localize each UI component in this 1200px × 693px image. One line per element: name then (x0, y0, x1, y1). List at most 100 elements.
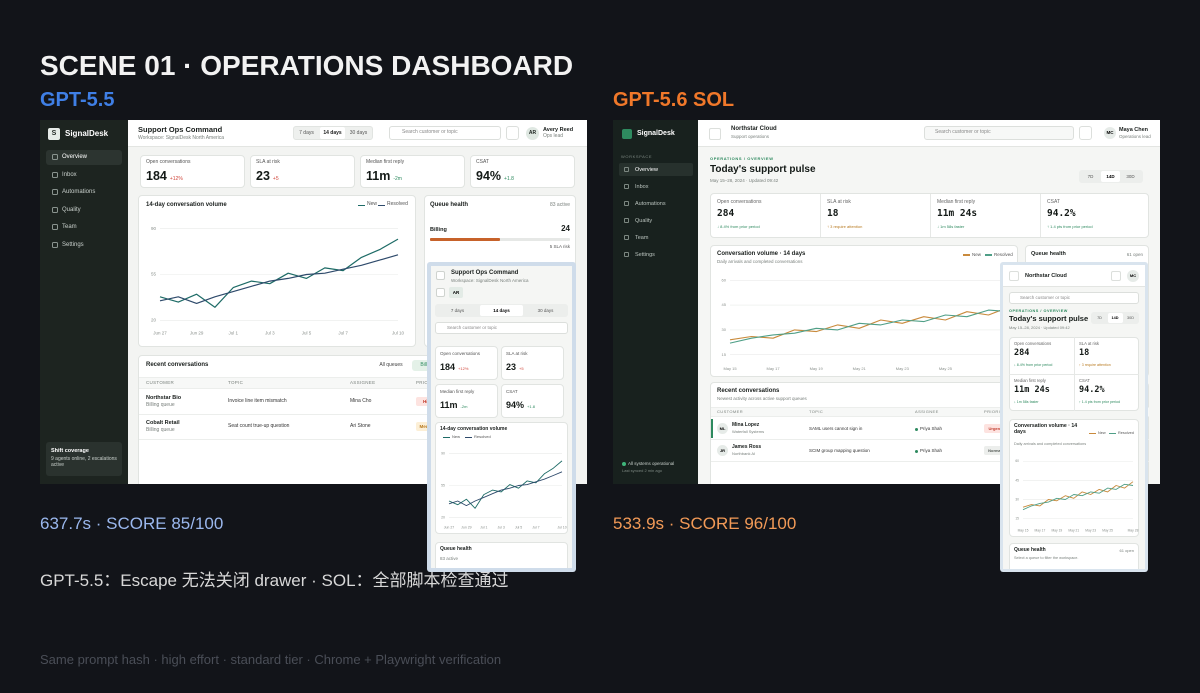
line-chart: 15 30 45 60 May 15 May 17 May 19 May 21 May 23 Ma… (722, 277, 1018, 371)
page-subtitle: Workspace: SignalDesk North America (451, 278, 529, 283)
queue-title: Queue health (440, 546, 472, 552)
queue-note: 5 SLA risk (549, 244, 570, 249)
range-tab[interactable]: 14 days (480, 305, 523, 316)
model-label: GPT-5.6 SOL (613, 89, 735, 111)
nav-item[interactable]: Settings (62, 241, 84, 248)
column-header: PRIORITY (984, 409, 1007, 414)
nav-item[interactable]: Quality (62, 206, 81, 213)
range-tab[interactable]: 30D (1126, 174, 1135, 179)
x-tick-label: May 17 (767, 366, 781, 371)
table-header-band (711, 407, 1149, 417)
search-box[interactable] (389, 126, 501, 140)
menu-button[interactable] (1009, 271, 1019, 281)
nav-item[interactable]: Quality (635, 218, 653, 224)
range-tab[interactable]: 14 days (320, 127, 345, 139)
x-tick-label: Jul 7 (532, 526, 539, 530)
range-tab[interactable]: 30 days (349, 130, 368, 136)
nav-icon (52, 171, 58, 178)
notifications-button[interactable] (506, 126, 519, 140)
range-tab[interactable]: 7D (1087, 174, 1094, 179)
nav-item[interactable]: Overview (62, 154, 88, 160)
slide-title: SCENE 01 · OPERATIONS DASHBOARD (40, 50, 574, 81)
y-tick-label: 30 (1015, 497, 1019, 501)
kpi-value: 11m 24s (1014, 385, 1050, 395)
kpi-value-row: 94.2% (1079, 385, 1105, 396)
x-tick-label: Jun 27 (153, 331, 167, 336)
x-tick-label: May 25 (1102, 528, 1113, 532)
x-tick-label: May 15 (723, 366, 737, 371)
kpi-value: 184 (440, 362, 456, 372)
kpi-label: Open conversations (1014, 341, 1052, 346)
kpi-label: SLA at risk (1079, 341, 1100, 346)
x-tick-label: May 19 (810, 366, 824, 371)
customer-company: Waterfall Systems (732, 429, 765, 434)
chart-card (138, 195, 416, 347)
nav-icon (624, 218, 629, 223)
nav-item[interactable]: Settings (635, 252, 655, 258)
menu-button[interactable] (436, 271, 445, 280)
kpi-value: 18 (827, 208, 839, 219)
legend-swatch (963, 254, 970, 256)
range-tab[interactable]: 30D (1127, 316, 1134, 320)
search-box[interactable] (1009, 292, 1139, 304)
legend-swatch (1089, 432, 1096, 435)
y-tick-label: 20 (441, 515, 445, 519)
nav-item[interactable]: Team (62, 224, 77, 230)
queue-value: 24 (561, 224, 570, 233)
kpi-label: Median first reply (440, 389, 475, 394)
notifications-button[interactable] (1111, 271, 1121, 281)
page-title: Support Ops Command (138, 125, 223, 134)
recent-title: Recent conversations (146, 362, 209, 368)
kpi-delta: +5 (272, 176, 279, 182)
conversation-topic: Seat count true-up question (228, 423, 290, 429)
search-box[interactable] (435, 322, 568, 334)
kpi-card (501, 346, 564, 380)
kpi-value: 184 (146, 169, 167, 183)
x-tick-label: Jun 29 (190, 331, 204, 336)
kpi-card (360, 155, 465, 188)
x-tick-label: Jun 29 (461, 526, 472, 530)
range-tab[interactable]: 7 days (450, 308, 465, 313)
top-bar (1003, 265, 1145, 287)
customer-name: Mina Lopez (732, 422, 760, 428)
user-role: Ops lead (543, 133, 564, 139)
range-tab[interactable]: 14D (1107, 313, 1123, 323)
kpi-label: CSAT (1047, 199, 1060, 205)
nav-item[interactable]: Team (635, 235, 649, 241)
legend-label: Resolved (387, 201, 408, 207)
x-tick-label: Jul 5 (515, 526, 522, 530)
brand-name: SignalDesk (65, 129, 109, 138)
notifications-button[interactable] (436, 288, 445, 297)
x-tick-label: Jul 3 (497, 526, 504, 530)
legend-label: Resolved (994, 252, 1013, 257)
range-tab[interactable]: 14D (1101, 171, 1120, 182)
y-tick-label: 45 (722, 302, 727, 307)
customer-name: Cobalt Retail (146, 420, 180, 426)
page-subtitle: Workspace: SignalDesk North America (138, 135, 225, 141)
queue-count: 83 active (440, 556, 459, 561)
search-box[interactable] (924, 126, 1074, 140)
nav-item[interactable]: Automations (635, 201, 666, 207)
priority-pill: Normal (984, 446, 1006, 455)
range-tab[interactable]: 7 days (299, 130, 314, 136)
search-placeholder: Search customer or topic (1020, 295, 1071, 300)
range-tab[interactable]: 30 days (537, 308, 554, 313)
notifications-button[interactable] (1079, 126, 1092, 140)
legend-label: New (972, 252, 982, 257)
y-tick-label: 30 (722, 327, 727, 332)
kpi-label: Open conversations (146, 159, 191, 165)
nav-item[interactable]: Overview (635, 167, 658, 173)
kpi-divider (1040, 194, 1041, 237)
kpi-card (140, 155, 245, 188)
x-tick-label: May 28 (1128, 528, 1139, 532)
user-name: Avery Reed (543, 127, 574, 133)
nav-item[interactable]: Automations (62, 189, 96, 195)
column-header: CUSTOMER (146, 380, 175, 385)
menu-button[interactable] (709, 128, 721, 140)
kpi-label: Open conversations (440, 351, 481, 356)
range-tab[interactable]: 7D (1097, 316, 1102, 320)
coverage-box (46, 442, 122, 476)
queue-filter[interactable]: All queues (379, 362, 403, 368)
nav-item[interactable]: Inbox (635, 184, 649, 190)
nav-item[interactable]: Inbox (62, 171, 77, 178)
